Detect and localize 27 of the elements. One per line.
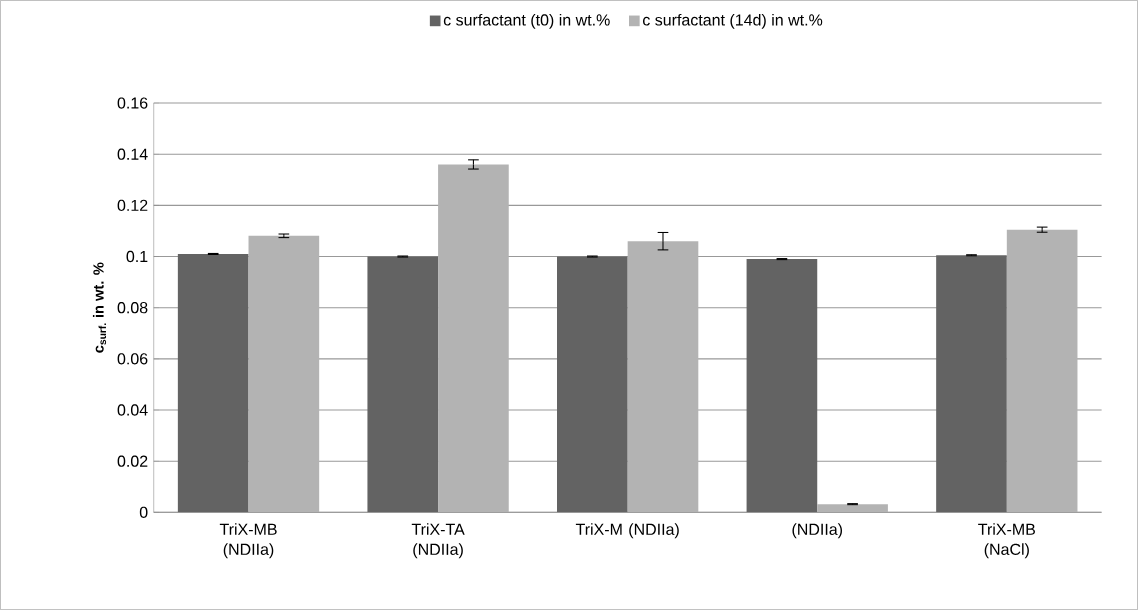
- bar: [248, 235, 320, 513]
- bar: [936, 255, 1007, 513]
- x-tick-label: (NDIIa): [792, 523, 843, 539]
- bar: [627, 241, 699, 513]
- y-tick-label: 0.12: [117, 199, 148, 211]
- legend-label: c surfactant (14d) in wt.%: [642, 13, 823, 29]
- bar: [557, 256, 628, 513]
- bar: [438, 164, 509, 513]
- y-tick-label: 0.14: [117, 148, 148, 160]
- x-tick-label: TriX-MB (NaCl): [978, 523, 1035, 559]
- y-tick-label: 0.02: [117, 455, 148, 467]
- y-tick-label: 0.06: [117, 353, 148, 365]
- x-tick-label: TriX-TA (NDIIa): [411, 523, 465, 559]
- bar: [367, 256, 439, 513]
- bar: [1006, 229, 1078, 513]
- bar: [177, 253, 249, 513]
- y-tick-label: 0: [139, 506, 148, 518]
- legend-label: c surfactant (t0) in wt.%: [443, 13, 610, 29]
- x-tick-label: TriX-M (NDIIa): [575, 523, 679, 539]
- y-tick-label: 0.04: [117, 404, 148, 416]
- bar: [817, 504, 888, 513]
- y-tick-label: 0.1: [126, 250, 148, 263]
- y-axis-title: c$_{surf.}$ in wt. %: [92, 262, 107, 353]
- y-tick-label: 0.08: [117, 302, 148, 314]
- y-tick-label: 0.16: [117, 97, 148, 109]
- bar: [746, 259, 818, 513]
- x-tick-label: TriX-MB (NDIIa): [219, 523, 277, 559]
